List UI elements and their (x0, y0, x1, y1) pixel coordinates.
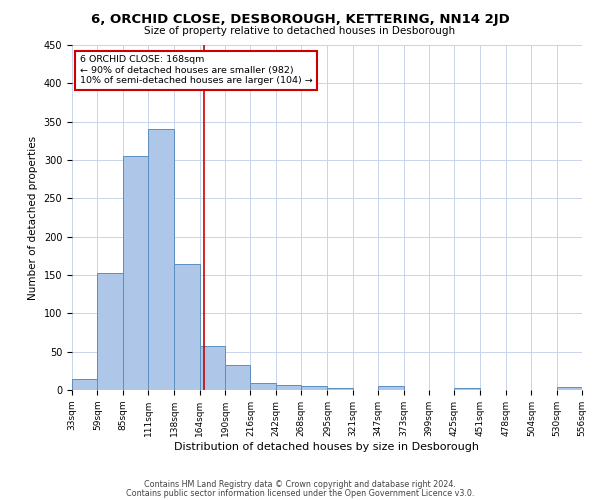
Text: Contains HM Land Registry data © Crown copyright and database right 2024.: Contains HM Land Registry data © Crown c… (144, 480, 456, 489)
Bar (97, 274, 123, 390)
Bar (454, 388, 479, 390)
Bar (250, 383, 276, 390)
Bar (276, 384, 301, 390)
Text: Contains public sector information licensed under the Open Government Licence v3: Contains public sector information licen… (126, 489, 474, 498)
Y-axis label: Number of detached properties: Number of detached properties (28, 136, 38, 300)
Bar (72, 378, 97, 390)
Text: Size of property relative to detached houses in Desborough: Size of property relative to detached ho… (145, 26, 455, 36)
Bar (200, 346, 225, 390)
Bar (378, 386, 404, 390)
Bar (301, 386, 328, 390)
Bar (148, 130, 175, 390)
Bar (123, 156, 148, 390)
Text: 6 ORCHID CLOSE: 168sqm
← 90% of detached houses are smaller (982)
10% of semi-de: 6 ORCHID CLOSE: 168sqm ← 90% of detached… (80, 56, 313, 85)
X-axis label: Distribution of detached houses by size in Desborough: Distribution of detached houses by size … (175, 442, 479, 452)
Text: 6, ORCHID CLOSE, DESBOROUGH, KETTERING, NN14 2JD: 6, ORCHID CLOSE, DESBOROUGH, KETTERING, … (91, 12, 509, 26)
Bar (225, 364, 250, 390)
Bar (557, 387, 582, 390)
Bar (175, 264, 200, 390)
Bar (328, 388, 353, 390)
